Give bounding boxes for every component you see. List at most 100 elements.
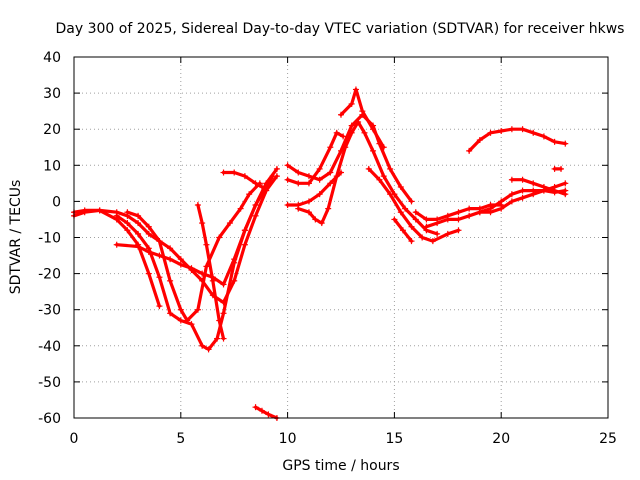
data-point <box>295 205 302 212</box>
series-1 <box>71 207 163 310</box>
series-11 <box>295 118 441 237</box>
data-point <box>551 187 558 194</box>
data-point <box>96 207 103 214</box>
data-point <box>113 212 120 219</box>
y-tick-label: -20 <box>38 267 61 283</box>
series-3 <box>124 180 263 324</box>
data-point <box>305 180 312 187</box>
series-trace <box>254 405 279 420</box>
data-point <box>387 191 394 198</box>
data-point <box>444 230 451 237</box>
y-tick-label: -10 <box>38 231 61 247</box>
series-13 <box>365 165 462 245</box>
data-point <box>498 205 505 212</box>
y-tick-label: 20 <box>43 122 61 138</box>
data-point <box>145 248 152 255</box>
data-point <box>135 230 142 237</box>
data-point <box>203 241 210 248</box>
data-point <box>316 191 323 198</box>
data-point <box>380 144 387 151</box>
data-point <box>184 317 191 324</box>
y-tick-label: 30 <box>43 86 61 102</box>
data-point <box>177 261 184 268</box>
y-tick-label: -50 <box>38 375 61 391</box>
data-point <box>220 169 227 176</box>
data-point <box>340 133 347 140</box>
data-point <box>226 220 233 227</box>
x-tick-label: 5 <box>176 431 185 447</box>
data-points <box>71 86 569 421</box>
data-point <box>188 321 195 328</box>
data-point <box>295 180 302 187</box>
data-point <box>476 137 483 144</box>
data-point <box>318 220 325 227</box>
data-point <box>241 241 248 248</box>
x-tick-label: 20 <box>492 431 510 447</box>
data-point <box>220 335 227 342</box>
data-point <box>380 173 387 180</box>
data-point <box>423 216 430 223</box>
data-point <box>188 265 195 272</box>
data-point <box>562 180 569 187</box>
data-point <box>508 126 515 133</box>
data-point <box>167 256 174 263</box>
data-point <box>370 126 377 133</box>
data-point <box>376 176 383 183</box>
data-point <box>365 165 372 172</box>
data-point <box>167 277 174 284</box>
data-point <box>508 198 515 205</box>
data-point <box>434 220 441 227</box>
series-8 <box>284 111 415 205</box>
data-point <box>199 342 206 349</box>
data-point <box>327 180 334 187</box>
data-point <box>167 245 174 252</box>
data-point <box>177 256 184 263</box>
series-trace <box>339 87 386 149</box>
data-point <box>429 238 436 245</box>
data-point <box>327 144 334 151</box>
data-point <box>551 138 558 145</box>
data-point <box>540 133 547 140</box>
data-point <box>312 216 319 223</box>
data-point <box>135 212 142 219</box>
data-point <box>284 162 291 169</box>
data-point <box>252 180 259 187</box>
data-point <box>540 183 547 190</box>
data-point <box>327 169 334 176</box>
series-trace <box>196 203 226 341</box>
data-point <box>177 306 184 313</box>
data-point <box>397 183 404 190</box>
data-point <box>487 129 494 136</box>
data-point <box>455 216 462 223</box>
data-point <box>124 227 131 234</box>
data-point <box>519 176 526 183</box>
data-point <box>444 216 451 223</box>
data-point <box>258 183 265 190</box>
y-tick-label: -30 <box>38 303 61 319</box>
data-point <box>252 404 259 411</box>
data-point <box>402 205 409 212</box>
data-point <box>252 212 259 219</box>
data-point <box>370 147 377 154</box>
series-12 <box>338 86 387 151</box>
data-point <box>156 303 163 310</box>
data-point <box>342 144 349 151</box>
data-point <box>252 202 259 209</box>
data-point <box>205 346 212 353</box>
data-point <box>530 129 537 136</box>
data-point <box>419 234 426 241</box>
data-point <box>241 227 248 234</box>
data-point <box>284 176 291 183</box>
data-point <box>145 223 152 230</box>
y-tick-label: 10 <box>43 158 61 174</box>
series-20 <box>551 165 565 172</box>
series-trace <box>115 174 275 351</box>
data-point <box>466 147 473 154</box>
data-point <box>562 140 569 147</box>
data-point <box>203 263 210 270</box>
data-point <box>408 238 415 245</box>
data-point <box>194 306 201 313</box>
data-point <box>455 209 462 216</box>
data-point <box>412 216 419 223</box>
